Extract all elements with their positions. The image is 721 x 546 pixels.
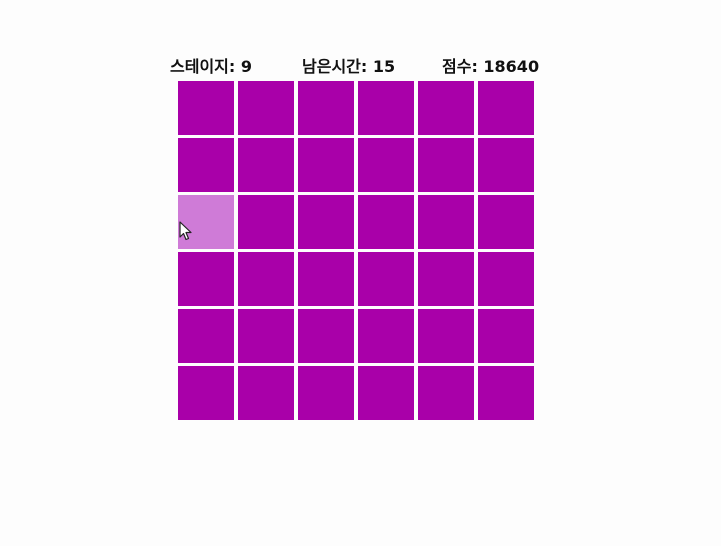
tile-r2-c1[interactable] bbox=[238, 195, 294, 249]
tile-r0-c3[interactable] bbox=[358, 81, 414, 135]
tile-r0-c0[interactable] bbox=[178, 81, 234, 135]
tile-r3-c2[interactable] bbox=[298, 252, 354, 306]
tile-r4-c4[interactable] bbox=[418, 309, 474, 363]
tile-r4-c0[interactable] bbox=[178, 309, 234, 363]
tile-r0-c2[interactable] bbox=[298, 81, 354, 135]
tile-r3-c4[interactable] bbox=[418, 252, 474, 306]
tile-r5-c3[interactable] bbox=[358, 366, 414, 420]
tile-r1-c5[interactable] bbox=[478, 138, 534, 192]
tile-r3-c3[interactable] bbox=[358, 252, 414, 306]
tile-r1-c1[interactable] bbox=[238, 138, 294, 192]
tile-r5-c4[interactable] bbox=[418, 366, 474, 420]
tile-r4-c2[interactable] bbox=[298, 309, 354, 363]
stage-label: 스테이지: 9 bbox=[170, 57, 252, 76]
tile-r2-c3[interactable] bbox=[358, 195, 414, 249]
tile-r0-c1[interactable] bbox=[238, 81, 294, 135]
tile-r1-c3[interactable] bbox=[358, 138, 414, 192]
tile-grid bbox=[178, 81, 536, 421]
tile-r2-c4[interactable] bbox=[418, 195, 474, 249]
tile-r4-c1[interactable] bbox=[238, 309, 294, 363]
tile-r0-c5[interactable] bbox=[478, 81, 534, 135]
tile-r3-c1[interactable] bbox=[238, 252, 294, 306]
tile-r5-c5[interactable] bbox=[478, 366, 534, 420]
tile-r2-c5[interactable] bbox=[478, 195, 534, 249]
tile-r1-c4[interactable] bbox=[418, 138, 474, 192]
tile-r3-c0[interactable] bbox=[178, 252, 234, 306]
tile-r2-c2[interactable] bbox=[298, 195, 354, 249]
tile-r4-c5[interactable] bbox=[478, 309, 534, 363]
tile-r1-c0[interactable] bbox=[178, 138, 234, 192]
tile-r1-c2[interactable] bbox=[298, 138, 354, 192]
tile-r5-c1[interactable] bbox=[238, 366, 294, 420]
tile-r5-c2[interactable] bbox=[298, 366, 354, 420]
tile-r0-c4[interactable] bbox=[418, 81, 474, 135]
tile-r4-c3[interactable] bbox=[358, 309, 414, 363]
score-label: 점수: 18640 bbox=[442, 57, 540, 76]
tile-r5-c0[interactable] bbox=[178, 366, 234, 420]
time-remaining-label: 남은시간: 15 bbox=[302, 57, 396, 76]
tile-r3-c5[interactable] bbox=[478, 252, 534, 306]
tile-r2-c0[interactable] bbox=[178, 195, 234, 249]
